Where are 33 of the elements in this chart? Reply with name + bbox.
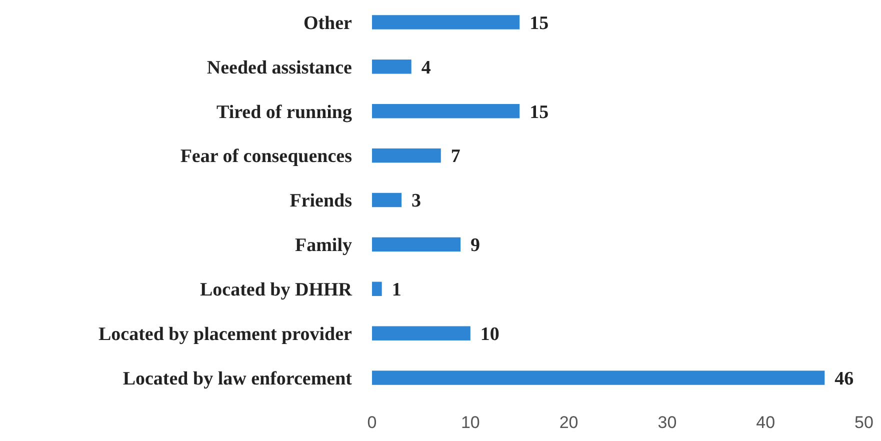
y-tick-label: Located by placement provider (98, 324, 353, 345)
data-label: 9 (470, 235, 480, 256)
bar (372, 192, 402, 208)
x-tick-label: 50 (854, 413, 874, 432)
y-tick-label: Needed assistance (206, 57, 352, 78)
y-tick-label: Tired of running (216, 102, 352, 123)
x-tick-label: 40 (756, 413, 776, 432)
y-tick-label: Located by DHHR (200, 280, 352, 301)
bar (372, 370, 825, 385)
bar (372, 282, 382, 296)
bar (372, 15, 520, 30)
x-tick-label: 30 (658, 413, 677, 432)
data-label: 4 (421, 57, 432, 78)
data-label: 7 (450, 146, 461, 168)
data-label: 10 (480, 324, 500, 345)
y-tick-label: Other (303, 12, 353, 34)
y-tick-label: Family (295, 235, 352, 256)
data-label: 15 (530, 102, 549, 123)
y-tick-label: Friends (290, 190, 352, 212)
x-tick-label: 20 (559, 413, 578, 432)
bar (372, 148, 441, 163)
data-label: 46 (834, 368, 854, 390)
data-label: 1 (392, 280, 402, 301)
data-label: 3 (412, 190, 422, 212)
bar (372, 104, 520, 118)
data-label: 15 (530, 12, 549, 34)
y-tick-label: Fear of consequences (180, 146, 352, 168)
bar (372, 326, 470, 340)
x-tick-label: 10 (460, 413, 480, 432)
bar (372, 60, 412, 74)
x-tick-label: 0 (367, 413, 377, 432)
bar (372, 237, 461, 252)
y-tick-label: Located by law enforcement (122, 368, 353, 390)
